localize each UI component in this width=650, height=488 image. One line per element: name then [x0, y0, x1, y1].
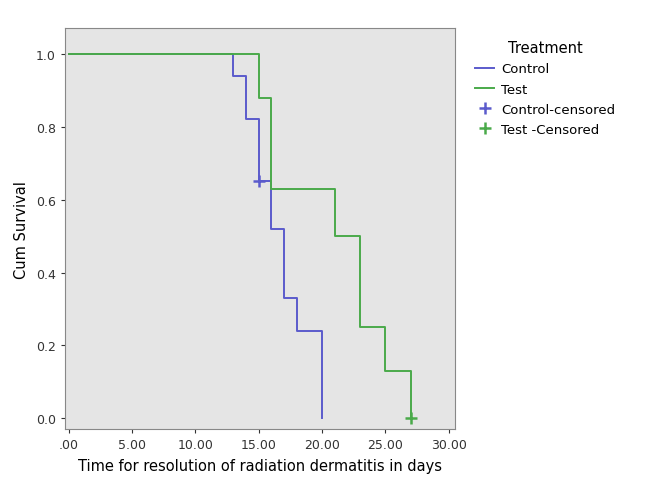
Y-axis label: Cum Survival: Cum Survival	[14, 181, 29, 278]
X-axis label: Time for resolution of radiation dermatitis in days: Time for resolution of radiation dermati…	[78, 458, 442, 473]
Legend: Control, Test, Control-censored, Test -Censored: Control, Test, Control-censored, Test -C…	[469, 36, 621, 142]
